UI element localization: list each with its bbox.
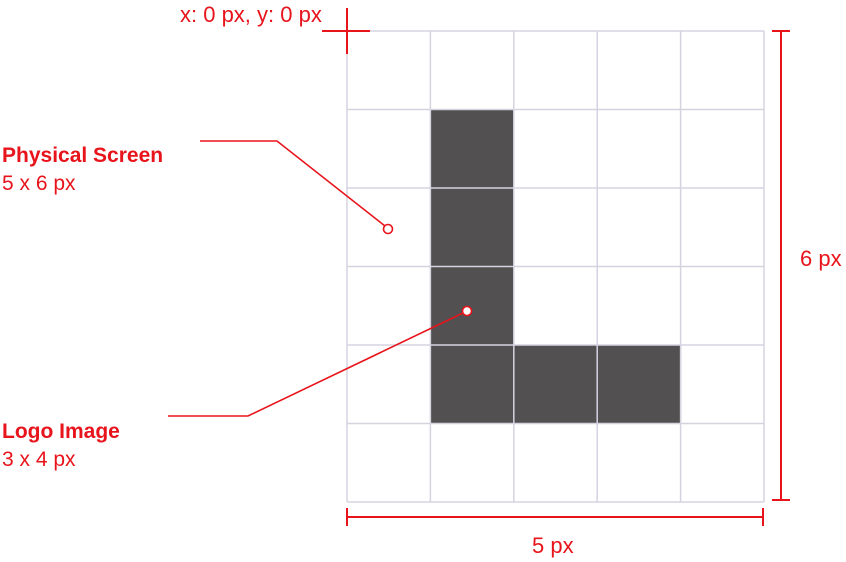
logo-image-shape: [430, 109, 682, 424]
logo-pixel: [430, 345, 515, 424]
physical-screen-callout-line: [200, 140, 394, 235]
origin-label: x: 0 px, y: 0 px: [180, 2, 322, 27]
width-dimension-line: [346, 508, 764, 526]
height-dimension-line: [772, 30, 790, 501]
origin-crosshair-icon: [322, 8, 370, 54]
logo-image-callout-line: [168, 305, 473, 417]
logo-pixel: [513, 345, 598, 424]
physical-screen-title: Physical Screen: [2, 144, 163, 167]
width-label: 5 px: [532, 533, 574, 558]
logo-pixel: [430, 266, 515, 346]
logo-pixel: [430, 109, 515, 189]
logo-image-title: Logo Image: [2, 420, 120, 443]
logo-image-size: 3 x 4 px: [2, 448, 76, 471]
screen-grid: [346, 30, 765, 503]
physical-screen-size: 5 x 6 px: [2, 172, 76, 195]
height-label: 6 px: [800, 246, 842, 271]
logo-pixel: [430, 188, 515, 267]
logo-pixel: [597, 345, 682, 424]
